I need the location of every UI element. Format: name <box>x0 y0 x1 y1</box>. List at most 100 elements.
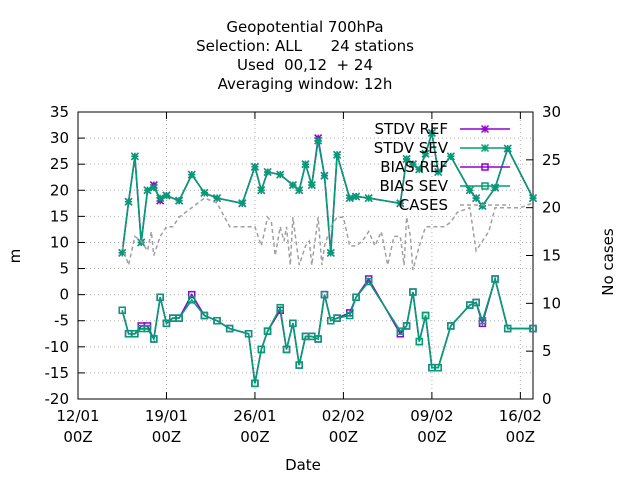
data-point-bias-ref <box>188 290 196 299</box>
x-tick-label-hour: 00Z <box>506 428 535 446</box>
data-point-bias-sev <box>434 363 442 372</box>
y-tick-label: 20 <box>50 181 69 199</box>
data-point-bias-sev <box>352 293 360 301</box>
series-cases <box>121 197 534 271</box>
data-point-bias-sev <box>244 330 253 338</box>
data-point-stdv-sev <box>352 192 361 201</box>
data-point-bias-sev <box>251 379 259 388</box>
legend-marker-bias-sev <box>481 182 489 190</box>
data-point-bias-sev <box>150 335 158 343</box>
legend-marker-stdv-sev <box>480 143 490 153</box>
series-line-bias-sev <box>121 276 533 384</box>
y-tick-label: 35 <box>50 103 69 121</box>
y-tick-label: -5 <box>54 312 69 330</box>
data-point-stdv-sev <box>472 194 481 203</box>
x-tick-label-hour: 00Z <box>240 428 269 446</box>
series-stdv-sev <box>118 128 538 257</box>
x-tick-label-date: 02/02 <box>322 407 365 425</box>
data-point-stdv-sev <box>396 199 405 208</box>
data-point-stdv-sev <box>421 149 430 158</box>
data-point-stdv-sev <box>333 150 342 159</box>
x-tick-label-date: 19/01 <box>145 407 188 425</box>
y2-tick-label: 10 <box>542 294 561 312</box>
data-point-stdv-sev <box>257 186 266 195</box>
x-tick-label-date: 26/01 <box>233 407 276 425</box>
y-tick-label: 30 <box>50 129 69 147</box>
data-point-stdv-sev <box>238 199 247 208</box>
data-point-bias-sev <box>491 275 499 283</box>
data-point-stdv-sev <box>307 181 316 190</box>
chart-title: Geopotential 700hPa Selection: ALL 24 st… <box>196 18 414 93</box>
data-point-bias-sev <box>131 330 139 338</box>
y2-tick-label: 30 <box>542 103 561 121</box>
data-point-bias-sev <box>188 296 196 304</box>
y-tick-label: -15 <box>45 364 70 382</box>
data-point-stdv-sev <box>402 154 411 163</box>
data-point-stdv-sev <box>345 194 354 203</box>
data-point-stdv-sev <box>478 201 487 210</box>
x-tick-label-hour: 00Z <box>152 428 181 446</box>
legend-label-stdv-ref: STDV REF <box>374 120 448 138</box>
y-tick-label: -10 <box>45 338 70 356</box>
data-point-bias-sev <box>263 327 272 335</box>
data-point-stdv-sev <box>415 165 424 174</box>
data-point-bias-sev <box>415 337 423 346</box>
y2-tick-label: 5 <box>542 342 552 360</box>
title-line-4: Averaging window: 12h <box>218 75 393 93</box>
title-line-3: Used 00,12 + 24 <box>237 56 373 74</box>
legend-marker-stdv-ref <box>480 124 490 134</box>
y-tick-label: 15 <box>50 207 69 225</box>
data-point-stdv-sev <box>446 152 455 161</box>
data-point-bias-sev <box>162 319 171 328</box>
data-point-stdv-sev <box>364 194 373 203</box>
data-point-bias-sev <box>396 327 405 335</box>
x-axis-label: Date <box>285 456 321 474</box>
y-tick-label: -20 <box>45 390 70 408</box>
data-point-bias-sev <box>421 311 430 320</box>
data-point-bias-sev <box>503 324 512 333</box>
y-tick-label: 25 <box>50 155 69 173</box>
data-point-stdv-sev <box>295 186 304 195</box>
data-point-stdv-sev <box>130 152 139 161</box>
x-tick-label-hour: 00Z <box>63 428 92 446</box>
legend-label-stdv-sev: STDV SEV <box>374 139 449 157</box>
y2-tick-label: 0 <box>542 390 552 408</box>
data-point-bias-sev <box>276 303 284 312</box>
data-point-bias-sev <box>156 293 164 301</box>
data-point-bias-sev <box>345 311 354 320</box>
data-point-bias-sev <box>295 361 303 369</box>
x-tick-label-date: 16/02 <box>499 407 542 425</box>
data-point-bias-sev <box>282 345 291 354</box>
x-tick-label-date: 09/02 <box>410 407 453 425</box>
legend-label-cases: CASES <box>399 196 448 214</box>
data-point-stdv-sev <box>200 188 209 197</box>
data-point-stdv-sev <box>301 160 310 169</box>
x-tick-label-date: 12/01 <box>56 407 99 425</box>
plot-frame <box>77 111 534 400</box>
data-point-stdv-sev <box>212 194 222 203</box>
data-point-bias-sev <box>447 322 455 330</box>
legend-label-bias-ref: BIAS REF <box>380 158 448 176</box>
data-point-bias-sev <box>333 314 341 322</box>
x-tick-label-hour: 00Z <box>329 428 358 446</box>
y2-axis-label: No cases <box>599 228 617 296</box>
data-point-bias-sev <box>529 324 537 333</box>
series-line-cases <box>121 197 534 271</box>
data-point-bias-sev <box>402 322 411 330</box>
data-point-stdv-sev <box>263 167 272 177</box>
data-point-stdv-sev <box>162 191 171 200</box>
data-point-bias-sev <box>409 288 417 296</box>
data-point-bias-sev <box>314 335 322 343</box>
y2-axis-ticks: 30 25 20 15 10 5 0 <box>526 103 561 408</box>
data-point-bias-sev <box>478 316 487 325</box>
data-point-stdv-sev <box>288 181 297 190</box>
data-point-bias-sev <box>320 290 329 299</box>
data-point-stdv-sev <box>465 186 474 195</box>
y-axis-ticks: 35 30 25 20 15 10 5 0 -5 -10 -15 -20 <box>45 103 85 408</box>
data-point-stdv-sev <box>156 194 165 203</box>
data-point-bias-sev <box>364 277 373 286</box>
title-line-2: Selection: ALL 24 stations <box>196 37 414 55</box>
